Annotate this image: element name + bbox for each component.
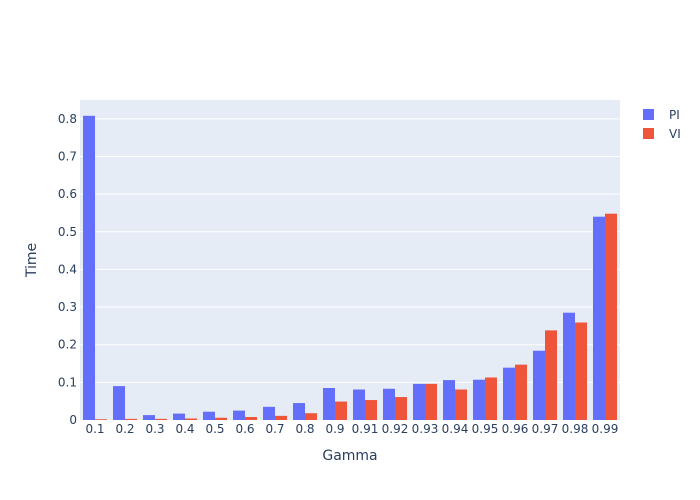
x-tick-label: 0.92 [382,422,409,436]
bar-vi-0.6[interactable] [245,416,257,420]
bar-pi-0.93[interactable] [413,383,425,420]
legend-swatch [643,109,654,120]
bar-vi-0.7[interactable] [275,415,287,420]
bar-vi-0.94[interactable] [455,389,467,420]
y-axis-title: Time [24,243,40,278]
x-tick-label: 0.9 [325,422,344,436]
y-tick-label: 0.7 [58,149,77,163]
x-tick-label: 0.97 [532,422,559,436]
bar-pi-0.99[interactable] [593,216,605,420]
bars [83,115,617,420]
y-tick-label: 0.1 [58,375,77,389]
x-tick-label: 0.91 [352,422,379,436]
y-axis-ticks: 0 0.1 0.2 0.3 0.4 0.5 0.6 0.7 0.8 [58,112,77,427]
y-tick-label: 0.4 [58,262,77,276]
x-tick-label: 0.5 [205,422,224,436]
bar-vi-0.91[interactable] [365,400,377,420]
bar-pi-0.3[interactable] [143,415,155,420]
gridlines [80,118,620,383]
bar-pi-0.2[interactable] [113,386,125,420]
bar-vi-0.8[interactable] [305,413,317,420]
plot-area [80,100,620,420]
bar-pi-0.97[interactable] [533,350,545,420]
bar-vi-0.5[interactable] [215,417,227,420]
y-tick-label: 0.3 [58,300,77,314]
legend-swatch [643,128,654,139]
x-tick-label: 0.2 [115,422,134,436]
bar-vi-0.93[interactable] [425,383,437,420]
bar-vi-0.99[interactable] [605,213,617,420]
y-tick-label: 0.6 [58,187,77,201]
bar-pi-0.92[interactable] [383,388,395,420]
bar-pi-0.8[interactable] [293,403,305,420]
x-tick-label: 0.4 [175,422,194,436]
bar-vi-0.95[interactable] [485,377,497,420]
bar-pi-0.94[interactable] [443,380,455,420]
x-tick-label: 0.6 [235,422,254,436]
bar-pi-0.7[interactable] [263,406,275,420]
bar-pi-0.98[interactable] [563,312,575,420]
bar-vi-0.2[interactable] [125,418,137,420]
legend[interactable]: PI VI [643,108,681,141]
legend-label: VI [669,127,681,141]
bar-vi-0.1[interactable] [95,419,107,420]
bar-vi-0.98[interactable] [575,322,587,420]
y-tick-label: 0.2 [58,338,77,352]
bar-vi-0.97[interactable] [545,330,557,420]
y-tick-label: 0.8 [58,112,77,126]
bar-vi-0.9[interactable] [335,401,347,420]
x-tick-label: 0.1 [85,422,104,436]
x-tick-label: 0.94 [442,422,469,436]
bar-pi-0.96[interactable] [503,367,515,420]
legend-item-vi[interactable]: VI [643,127,681,141]
x-tick-label: 0.95 [472,422,499,436]
x-tick-label: 0.98 [562,422,589,436]
legend-item-pi[interactable]: PI [643,108,680,122]
x-axis-ticks: 0.1 0.2 0.3 0.4 0.5 0.6 0.7 0.8 0.9 0.91 0.92 0.93 0… [85,422,618,436]
legend-label: PI [669,108,680,122]
x-tick-label: 0.8 [295,422,314,436]
bar-pi-0.1[interactable] [83,115,95,420]
bar-pi-0.4[interactable] [173,413,185,420]
bar-pi-0.95[interactable] [473,379,485,420]
bar-pi-0.91[interactable] [353,389,365,420]
x-tick-label: 0.7 [265,422,284,436]
bar-pi-0.6[interactable] [233,410,245,420]
y-tick-label: 0.5 [58,225,77,239]
bar-pi-0.5[interactable] [203,411,215,420]
bar-pi-0.9[interactable] [323,388,335,420]
x-tick-label: 0.96 [502,422,529,436]
bar-vi-0.3[interactable] [155,418,167,420]
y-tick-label: 0 [69,413,77,427]
x-tick-label: 0.99 [592,422,619,436]
bar-vi-0.4[interactable] [185,418,197,420]
x-tick-label: 0.3 [145,422,164,436]
x-tick-label: 0.93 [412,422,439,436]
bar-vi-0.92[interactable] [395,397,407,420]
bar-vi-0.96[interactable] [515,364,527,420]
x-axis-title: Gamma [322,448,377,464]
